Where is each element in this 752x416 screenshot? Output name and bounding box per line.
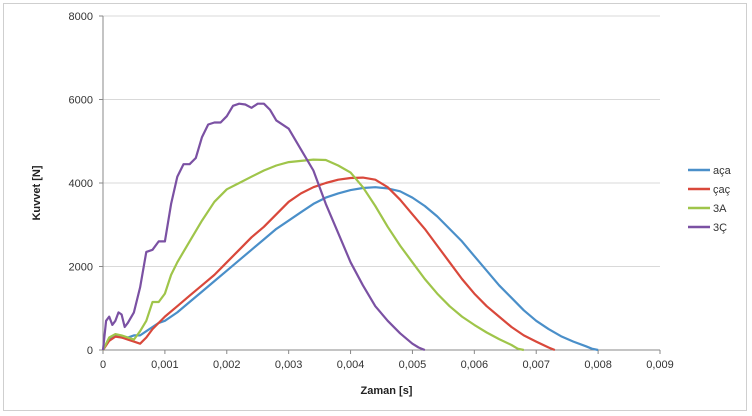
x-tick-label: 0,002 <box>213 359 241 371</box>
legend-label: çaç <box>713 184 731 196</box>
legend-label: aça <box>713 165 732 177</box>
x-tick-label: 0,009 <box>646 359 674 371</box>
y-tick-labels: 0 2000 4000 6000 8000 <box>69 11 103 357</box>
y-tick-label: 2000 <box>69 262 93 274</box>
y-tick-label: 6000 <box>69 95 93 107</box>
x-axis-title: Zaman [s] <box>361 385 413 397</box>
x-tick-label: 0,001 <box>151 359 179 371</box>
series-lines <box>101 102 599 352</box>
legend-label: 3A <box>713 203 727 215</box>
y-axis-title: Kuvvet [N] <box>31 165 43 220</box>
series-line-1 <box>102 176 556 352</box>
series-line-0 <box>102 186 599 352</box>
x-tick-label: 0,008 <box>584 359 612 371</box>
x-tick-label: 0,007 <box>522 359 550 371</box>
y-tick-label: 4000 <box>69 178 93 190</box>
legend: aça çaç 3A 3Ç <box>688 165 732 234</box>
x-tick-label: 0,005 <box>399 359 427 371</box>
x-tick-label: 0,003 <box>275 359 303 371</box>
y-tick-label: 8000 <box>69 11 93 23</box>
gridlines <box>103 15 660 267</box>
series-line-2 <box>102 158 525 352</box>
x-tick-labels: 0 0,001 0,002 0,003 0,004 0,005 0,006 0,007 0,00… <box>100 350 674 371</box>
series-line-3 <box>101 102 426 352</box>
x-tick-label: 0,006 <box>461 359 489 371</box>
x-tick-label: 0 <box>100 359 106 371</box>
y-tick-label: 0 <box>87 345 93 357</box>
x-tick-label: 0,004 <box>337 359 365 371</box>
legend-label: 3Ç <box>713 222 727 234</box>
